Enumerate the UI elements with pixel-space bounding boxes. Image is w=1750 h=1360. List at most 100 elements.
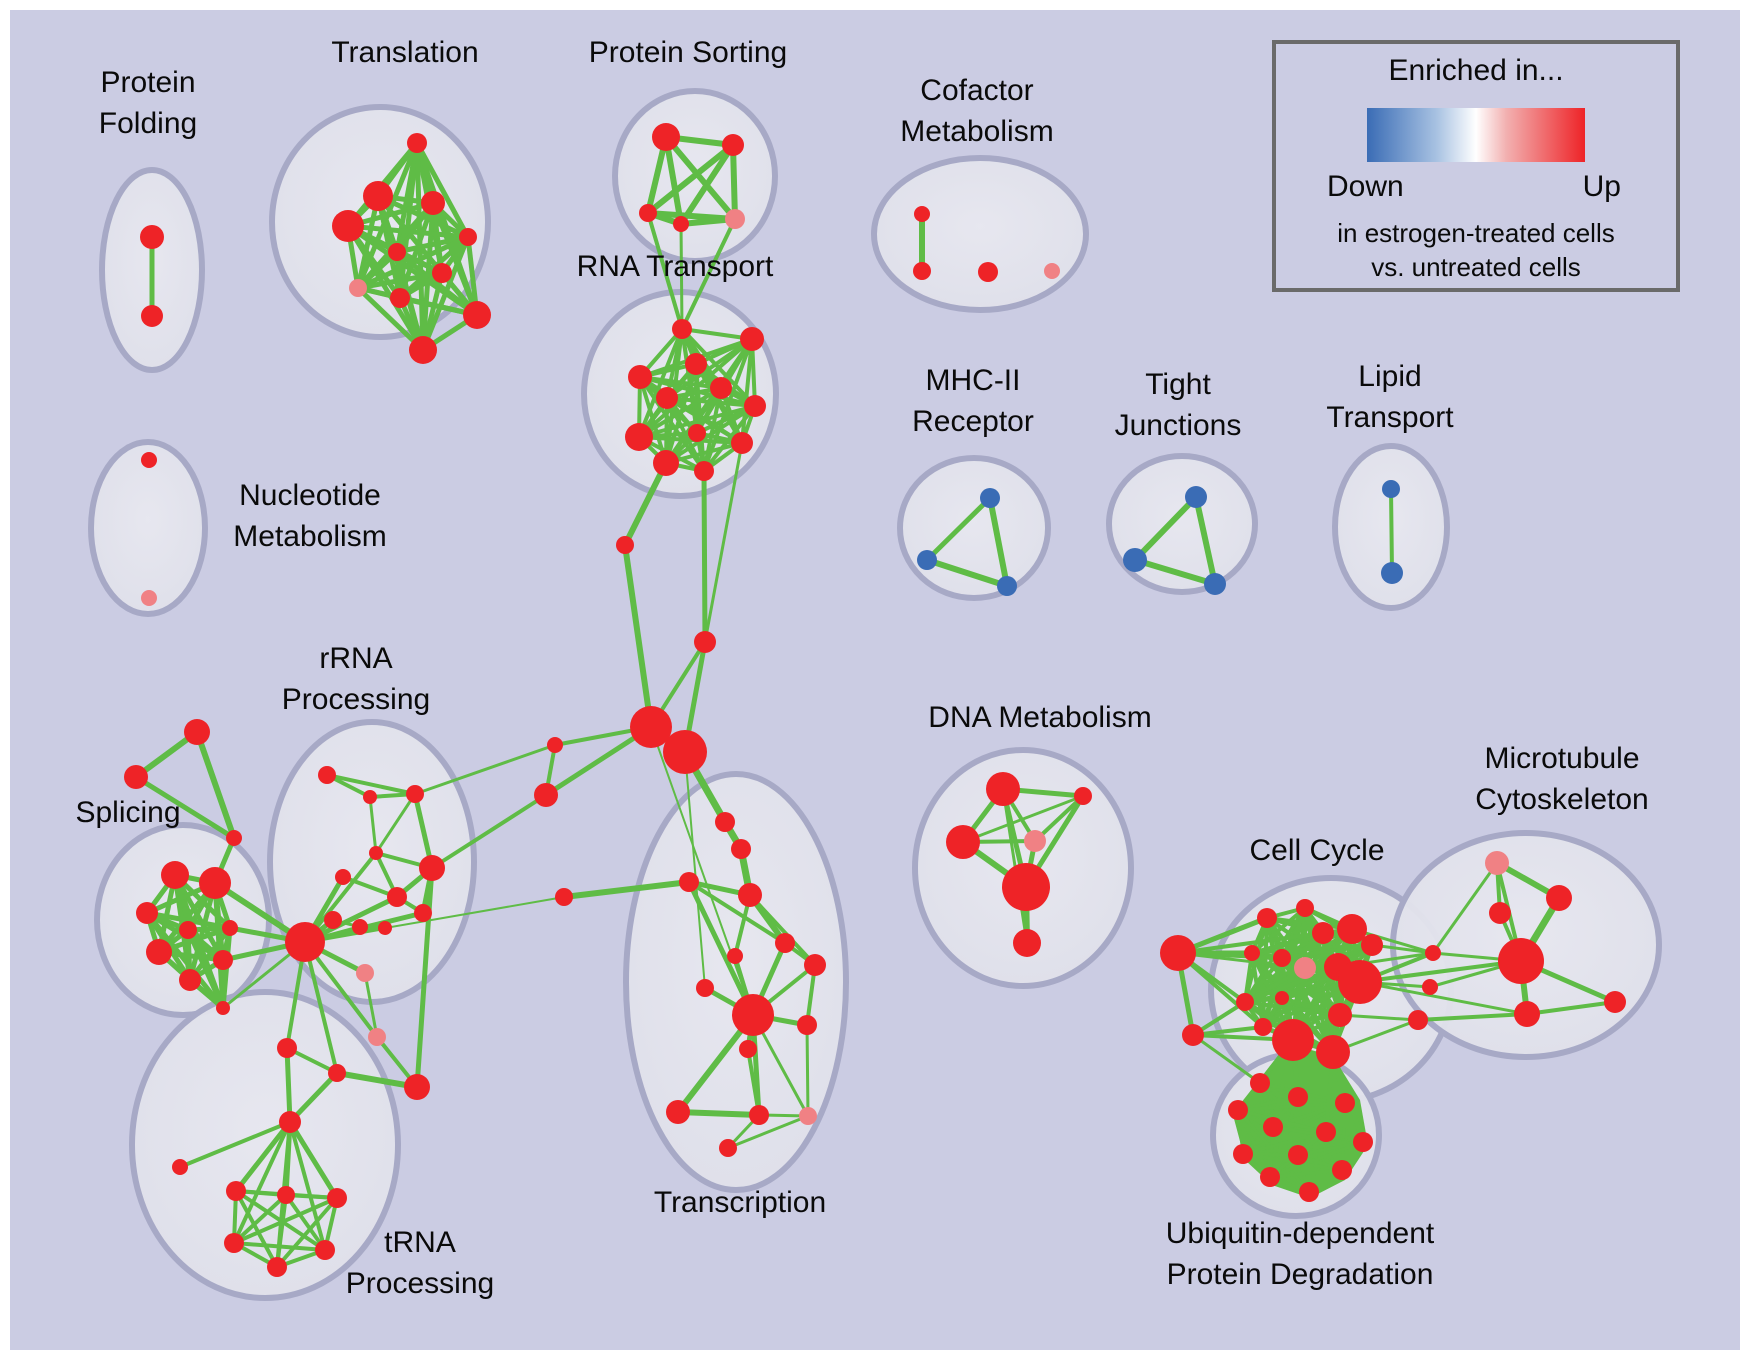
- node-U11[interactable]: [1260, 1167, 1280, 1187]
- node-R12[interactable]: [694, 461, 714, 481]
- node-CC12[interactable]: [1338, 960, 1382, 1004]
- node-TJ2[interactable]: [1123, 548, 1147, 572]
- node-TL3[interactable]: [421, 191, 445, 215]
- node-TR11[interactable]: [804, 954, 826, 976]
- node-U2[interactable]: [1288, 1087, 1308, 1107]
- node-RP4[interactable]: [369, 846, 383, 860]
- node-Q5[interactable]: [315, 1240, 335, 1260]
- node-TR4[interactable]: [732, 994, 774, 1036]
- node-PS5[interactable]: [725, 209, 745, 229]
- node-R9[interactable]: [688, 424, 706, 442]
- node-CC7[interactable]: [1361, 934, 1383, 956]
- node-R10[interactable]: [731, 432, 753, 454]
- node-S2[interactable]: [199, 867, 231, 899]
- node-LH2[interactable]: [534, 783, 558, 807]
- node-MT5[interactable]: [1498, 938, 1544, 984]
- node-CC13[interactable]: [1236, 993, 1254, 1011]
- node-R1[interactable]: [672, 319, 692, 339]
- node-TL4[interactable]: [332, 210, 364, 242]
- node-TR2[interactable]: [727, 948, 743, 964]
- node-D2[interactable]: [1074, 787, 1092, 805]
- node-D3[interactable]: [946, 825, 980, 859]
- node-TL2[interactable]: [363, 181, 393, 211]
- node-RP8[interactable]: [414, 904, 432, 922]
- node-RP7[interactable]: [387, 887, 407, 907]
- node-LT1[interactable]: [1382, 480, 1400, 498]
- node-S3[interactable]: [136, 902, 158, 924]
- node-U12[interactable]: [1299, 1182, 1319, 1202]
- node-LT2[interactable]: [1381, 562, 1403, 584]
- node-TR3[interactable]: [696, 979, 714, 997]
- node-CC15[interactable]: [1254, 1018, 1272, 1036]
- node-RP3[interactable]: [406, 785, 424, 803]
- node-CC14[interactable]: [1275, 991, 1289, 1005]
- node-MT6[interactable]: [1422, 979, 1438, 995]
- node-D4[interactable]: [1024, 830, 1046, 852]
- node-C2[interactable]: [731, 839, 751, 859]
- node-U8[interactable]: [1233, 1144, 1253, 1164]
- node-TL8[interactable]: [349, 279, 367, 297]
- node-NM2[interactable]: [141, 590, 157, 606]
- node-TL5[interactable]: [459, 228, 477, 246]
- node-TA2[interactable]: [124, 765, 148, 789]
- node-TL10[interactable]: [463, 301, 491, 329]
- node-MT1[interactable]: [1485, 851, 1509, 875]
- node-S9[interactable]: [216, 1001, 230, 1015]
- node-R2[interactable]: [740, 327, 764, 351]
- node-RP10[interactable]: [352, 919, 368, 935]
- node-TA3[interactable]: [226, 830, 242, 846]
- node-R8[interactable]: [625, 423, 653, 451]
- node-TL1[interactable]: [407, 133, 427, 153]
- node-CN1[interactable]: [555, 888, 573, 906]
- node-TR9[interactable]: [799, 1107, 817, 1125]
- node-S7[interactable]: [179, 969, 201, 991]
- node-S6[interactable]: [146, 939, 172, 965]
- node-TL6[interactable]: [388, 243, 406, 261]
- node-Q1[interactable]: [226, 1181, 246, 1201]
- node-C1[interactable]: [715, 812, 735, 832]
- node-CC2[interactable]: [1182, 1024, 1204, 1046]
- node-TL9[interactable]: [390, 288, 410, 308]
- node-S8[interactable]: [213, 950, 233, 970]
- node-P3[interactable]: [368, 1028, 386, 1046]
- node-MT8[interactable]: [1604, 991, 1626, 1013]
- node-RP11[interactable]: [378, 921, 392, 935]
- node-CC5[interactable]: [1312, 922, 1334, 944]
- node-U6[interactable]: [1316, 1122, 1336, 1142]
- node-Q4[interactable]: [224, 1233, 244, 1253]
- node-CC3[interactable]: [1257, 908, 1277, 928]
- node-PS1[interactable]: [652, 123, 680, 151]
- node-S4[interactable]: [179, 921, 197, 939]
- node-TR7[interactable]: [666, 1100, 690, 1124]
- node-P1[interactable]: [277, 1038, 297, 1058]
- node-NM1[interactable]: [141, 452, 157, 468]
- node-C3[interactable]: [738, 883, 762, 907]
- node-S1[interactable]: [161, 861, 189, 889]
- node-P6[interactable]: [356, 964, 374, 982]
- node-R3[interactable]: [685, 353, 707, 375]
- node-U7[interactable]: [1353, 1132, 1373, 1152]
- node-TR8[interactable]: [749, 1105, 769, 1125]
- node-P4[interactable]: [404, 1074, 430, 1100]
- node-TJ3[interactable]: [1204, 573, 1226, 595]
- node-TA1[interactable]: [184, 719, 210, 745]
- node-CN2[interactable]: [679, 872, 699, 892]
- node-TL11[interactable]: [409, 336, 437, 364]
- node-Q6[interactable]: [267, 1257, 287, 1277]
- node-CC8[interactable]: [1244, 945, 1260, 961]
- node-MT9[interactable]: [1408, 1010, 1428, 1030]
- node-RP1[interactable]: [318, 766, 336, 784]
- node-D5[interactable]: [1002, 863, 1050, 911]
- node-Q2[interactable]: [277, 1186, 295, 1204]
- node-TR1[interactable]: [775, 933, 795, 953]
- node-R11[interactable]: [653, 450, 679, 476]
- node-CM3[interactable]: [978, 262, 998, 282]
- node-P2[interactable]: [328, 1064, 346, 1082]
- node-PF2[interactable]: [141, 305, 163, 327]
- node-TJ1[interactable]: [1185, 486, 1207, 508]
- node-H2[interactable]: [663, 730, 707, 774]
- node-PS4[interactable]: [673, 216, 689, 232]
- node-U4[interactable]: [1228, 1100, 1248, 1120]
- node-R4[interactable]: [628, 365, 652, 389]
- node-CC16[interactable]: [1328, 1003, 1352, 1027]
